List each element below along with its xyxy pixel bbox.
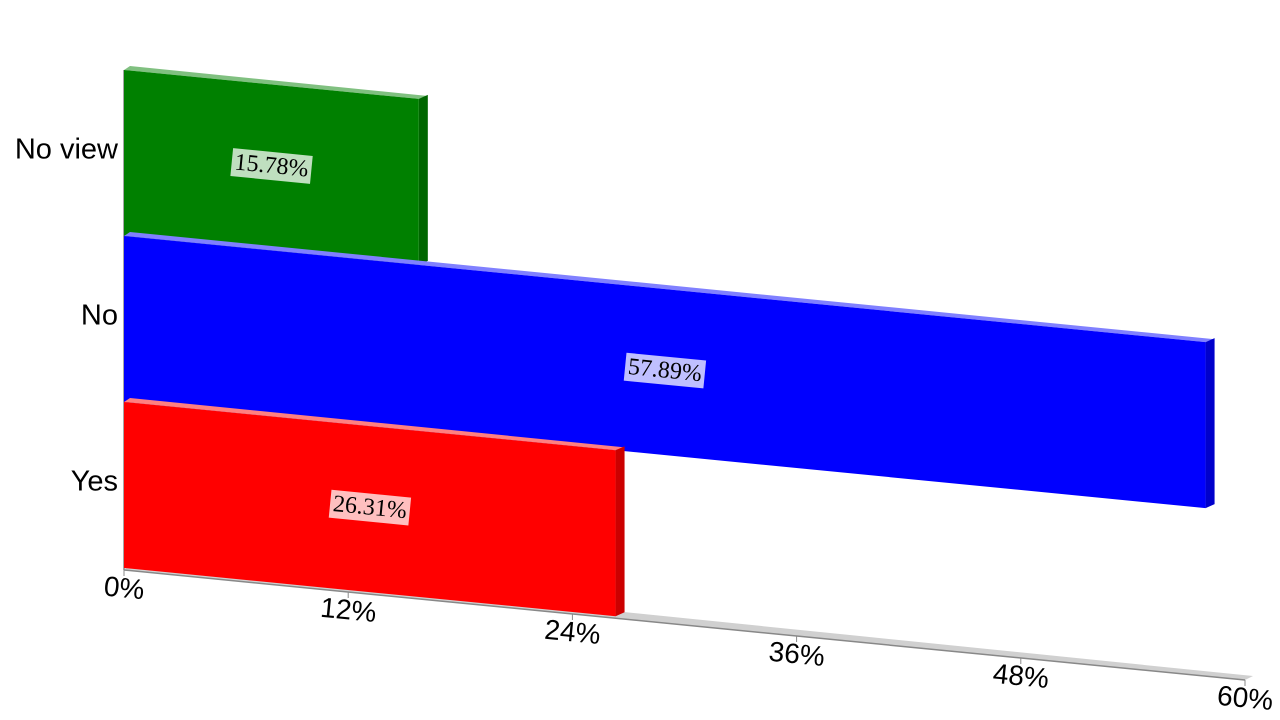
value-label-box xyxy=(328,489,412,526)
category-label: No view xyxy=(15,134,119,166)
value-label-box xyxy=(230,148,313,184)
x-tick-label: 60% xyxy=(1216,680,1275,716)
bar-side xyxy=(418,94,428,265)
value-label-group: 15.78% xyxy=(230,148,313,184)
x-tick-label: 48% xyxy=(992,658,1051,694)
x-tick-label: 36% xyxy=(767,636,826,672)
value-label-group: 57.89% xyxy=(623,352,707,389)
bar-side xyxy=(1205,338,1215,509)
x-tick-label: 12% xyxy=(319,592,378,628)
bar-top xyxy=(124,398,624,451)
x-axis xyxy=(123,569,1246,681)
bar-top xyxy=(124,66,427,99)
x-tick-label: 24% xyxy=(543,614,602,650)
value-label-group: 26.31% xyxy=(328,489,412,526)
category-label: No xyxy=(81,300,118,332)
value-label-box xyxy=(623,352,707,389)
bar-top xyxy=(124,232,1214,343)
category-label: Yes xyxy=(71,466,118,498)
bar-side xyxy=(615,446,625,617)
x-tick-label: 0% xyxy=(103,570,146,605)
